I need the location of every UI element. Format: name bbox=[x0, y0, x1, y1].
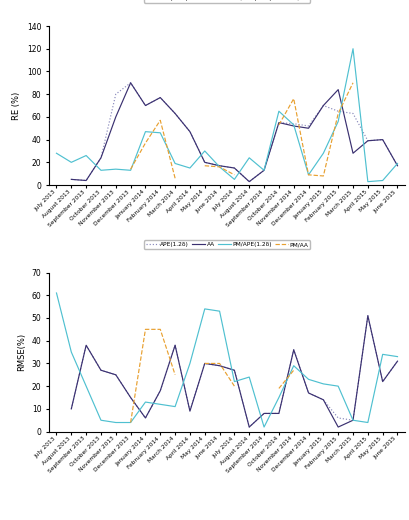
Legend: APE(1.2δ), AA, PM/APE(1.2δ), PM/AA: APE(1.2δ), AA, PM/APE(1.2δ), PM/AA bbox=[144, 240, 310, 249]
Y-axis label: RMSE(%): RMSE(%) bbox=[17, 333, 26, 371]
Y-axis label: RE (%): RE (%) bbox=[12, 92, 21, 120]
Legend: APE(1.2δ), AA, PM/APE(1.2δ), PM/AA: APE(1.2δ), AA, PM/APE(1.2δ), PM/AA bbox=[144, 0, 310, 3]
